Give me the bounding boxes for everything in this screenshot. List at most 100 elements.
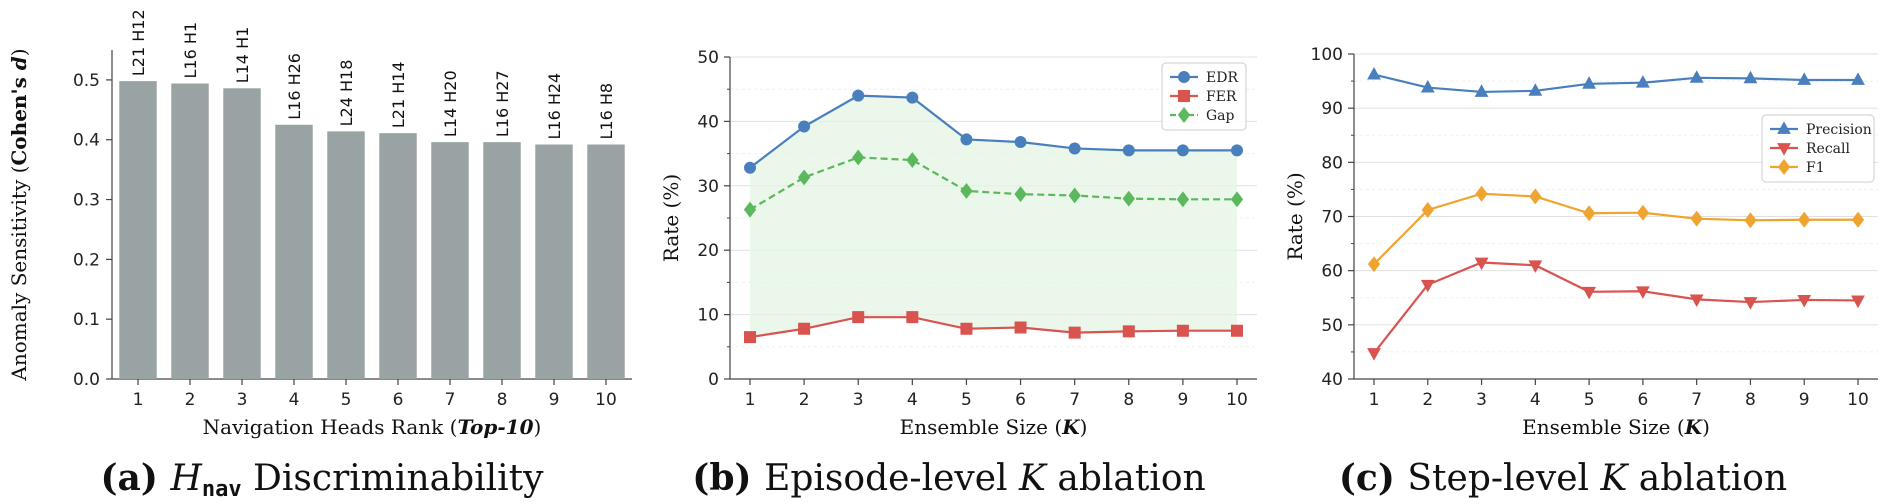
series-line-fer xyxy=(749,316,1237,339)
data-point-fer xyxy=(852,311,865,324)
data-point-edr xyxy=(1014,136,1027,149)
legend-label-precision: Precision xyxy=(1806,122,1872,138)
x-tick-label: 1 xyxy=(1369,390,1380,410)
data-point-recall xyxy=(1635,286,1650,299)
bar-data-label: L24 H18 xyxy=(337,60,356,127)
x-tick-label: 3 xyxy=(1476,390,1487,410)
x-tick-label: 5 xyxy=(341,390,352,410)
bar-data-label: L16 H26 xyxy=(285,53,304,120)
legend-marker-recall xyxy=(1777,143,1791,156)
bar xyxy=(483,142,521,379)
data-point-recall xyxy=(1528,260,1543,273)
data-point-fer xyxy=(906,311,919,324)
y-tick-label: 10 xyxy=(697,306,719,326)
data-point-f1 xyxy=(1529,188,1542,205)
data-point-recall xyxy=(1851,295,1865,309)
panel-caption-a: (a) Hnav Discriminability xyxy=(101,457,545,502)
data-point-fer xyxy=(1231,324,1243,337)
y-tick-label: 30 xyxy=(697,177,719,197)
series-line-f1 xyxy=(1373,192,1858,265)
legend-label-f1: F1 xyxy=(1806,160,1825,176)
data-point-f1 xyxy=(1851,211,1865,228)
bar xyxy=(171,83,209,380)
y-tick-label: 40 xyxy=(1321,370,1343,390)
panel-caption-b: (b) Episode-level K ablation xyxy=(692,457,1205,499)
data-point-edr xyxy=(1176,144,1189,157)
legend-marker-gap xyxy=(1177,107,1191,123)
data-point-f1 xyxy=(1367,256,1381,273)
x-tick-label: 7 xyxy=(1691,390,1702,410)
data-point-precision xyxy=(1689,70,1704,83)
x-tick-label: 9 xyxy=(1177,390,1188,410)
data-point-gap xyxy=(1230,191,1244,208)
x-tick-label: 9 xyxy=(1799,390,1810,410)
panel-b: 0 10 20 30 40 50 1 2 3 4 5 6 7 8 9 10 EDR FER Gap Ensemble … xyxy=(659,48,1257,439)
data-point-edr xyxy=(798,120,811,133)
legend-marker-f1 xyxy=(1777,159,1791,175)
bar xyxy=(275,124,313,379)
x-tick-label: 10 xyxy=(595,390,617,410)
data-point-f1 xyxy=(1636,204,1650,221)
bar xyxy=(223,88,261,380)
data-point-precision xyxy=(1474,84,1489,97)
data-point-fer xyxy=(744,331,756,344)
y-tick-label: 40 xyxy=(697,112,719,132)
data-point-edr xyxy=(1122,144,1135,157)
x-tick-label: 4 xyxy=(907,390,918,410)
data-point-precision xyxy=(1582,76,1597,89)
x-tick-label: 2 xyxy=(799,390,810,410)
x-tick-label: 5 xyxy=(961,390,972,410)
x-tick-label: 9 xyxy=(549,390,560,410)
data-point-gap xyxy=(960,182,973,199)
data-point-recall xyxy=(1367,348,1381,361)
data-point-gap xyxy=(906,152,919,169)
data-point-f1 xyxy=(1798,211,1811,228)
x-tick-label: 3 xyxy=(853,390,864,410)
y-axis-label: Rate (%) xyxy=(659,174,683,262)
data-point-f1 xyxy=(1582,205,1596,222)
data-point-gap xyxy=(852,149,865,166)
x-tick-label: 1 xyxy=(745,390,756,410)
y-tick-label: 0 xyxy=(708,370,719,390)
data-point-precision xyxy=(1528,83,1543,96)
data-point-f1 xyxy=(1744,212,1757,229)
x-tick-label: 4 xyxy=(1530,390,1541,410)
x-axis-label: Ensemble Size (K) xyxy=(900,415,1088,439)
bar xyxy=(535,144,573,379)
data-point-edr xyxy=(852,89,865,102)
data-point-precision xyxy=(1367,66,1381,80)
legend-marker-fer xyxy=(1178,90,1190,102)
legend: EDR FER Gap xyxy=(1161,62,1247,131)
x-axis-label: Navigation Heads Rank (Top-10) xyxy=(203,415,542,439)
x-axis-label: Ensemble Size (K) xyxy=(1522,415,1710,439)
y-tick-label: 90 xyxy=(1321,99,1343,119)
y-axis-label: Anomaly Sensitivity (Cohen's d) xyxy=(7,48,31,381)
series-line-edr xyxy=(749,94,1237,169)
x-tick-label: 6 xyxy=(393,390,404,410)
data-point-recall xyxy=(1689,294,1704,308)
data-point-gap xyxy=(743,201,757,218)
data-point-precision xyxy=(1851,72,1865,85)
bar-data-label: L16 H8 xyxy=(597,83,616,140)
data-point-edr xyxy=(1231,144,1243,157)
data-point-fer xyxy=(960,322,973,335)
y-tick-label: 70 xyxy=(1321,208,1343,228)
data-point-edr xyxy=(906,91,919,104)
bar-data-label: L21 H14 xyxy=(389,61,408,128)
data-point-fer xyxy=(798,322,811,335)
series-line-precision xyxy=(1373,73,1858,94)
bar-data-label: L16 H27 xyxy=(493,70,512,137)
bar-data-label: L21 H12 xyxy=(129,9,148,76)
x-tick-label: 7 xyxy=(445,390,456,410)
legend-box xyxy=(1761,114,1875,183)
data-point-gap xyxy=(1122,190,1135,207)
y-tick-label: 50 xyxy=(697,48,719,68)
legend-marker-edr xyxy=(1178,71,1190,83)
data-point-gap xyxy=(1068,187,1081,204)
bar-data-label: L14 H20 xyxy=(441,70,460,137)
panel-c: 40 50 60 70 80 90 100 1 2 3 4 5 6 7 8 9 10 Precision Recal… xyxy=(1283,45,1878,439)
series-line-gap xyxy=(749,156,1237,211)
y-tick-label: 50 xyxy=(1321,316,1343,336)
y-tick-label: 0.2 xyxy=(73,250,100,270)
y-tick-label: 100 xyxy=(1311,45,1343,65)
